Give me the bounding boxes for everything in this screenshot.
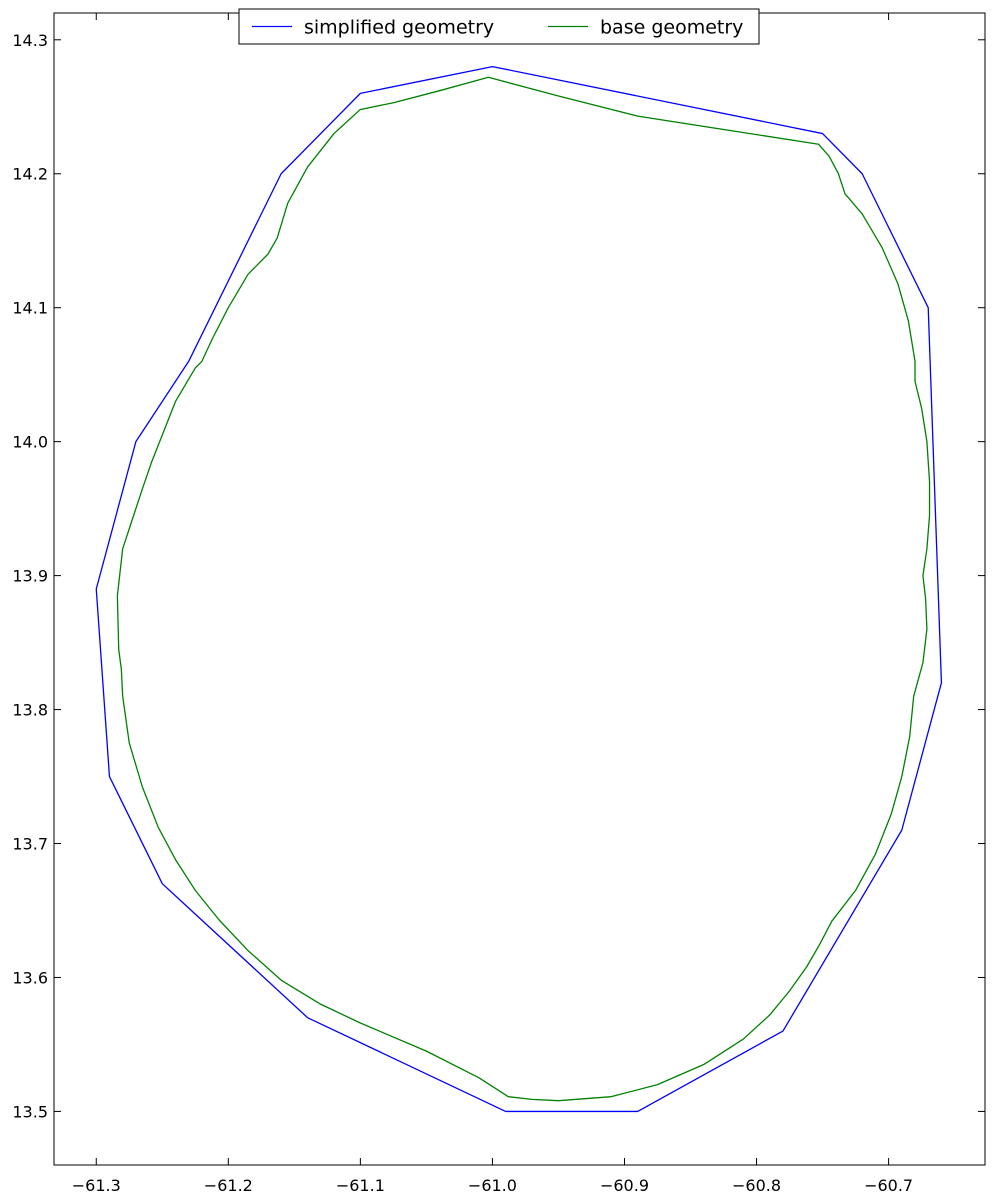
x-tick-label: −60.9 — [600, 1176, 649, 1195]
x-tick-label: −61.0 — [468, 1176, 517, 1195]
y-tick-label: 13.8 — [12, 701, 48, 720]
plot-area: −61.3 −61.2 −61.1 −61.0 −60.9 −60.8 −60.7 13.5 1… — [12, 8, 986, 1195]
y-tick-label: 13.5 — [12, 1102, 48, 1121]
y-tick-label: 14.1 — [12, 299, 48, 318]
x-tick-label: −60.7 — [864, 1176, 913, 1195]
x-tick-label: −61.3 — [72, 1176, 121, 1195]
y-tick-label: 14.3 — [12, 31, 48, 50]
y-tick-label: 13.9 — [12, 567, 48, 586]
x-tick-label: −61.2 — [204, 1176, 253, 1195]
series-line-1 — [116, 76, 931, 1102]
legend: simplified geometry base geometry — [238, 8, 760, 45]
y-tick-label: 13.6 — [12, 968, 48, 987]
y-tick-label: 14.2 — [12, 165, 48, 184]
legend-frame — [238, 8, 760, 45]
series-line-0 — [95, 65, 943, 1113]
x-tick-label: −61.1 — [336, 1176, 385, 1195]
y-tick-label: 14.0 — [12, 433, 48, 452]
legend-label-0: simplified geometry — [304, 17, 494, 39]
x-tick-label: −60.8 — [732, 1176, 781, 1195]
legend-label-1: base geometry — [600, 17, 743, 39]
y-tick-label: 13.7 — [12, 835, 48, 854]
